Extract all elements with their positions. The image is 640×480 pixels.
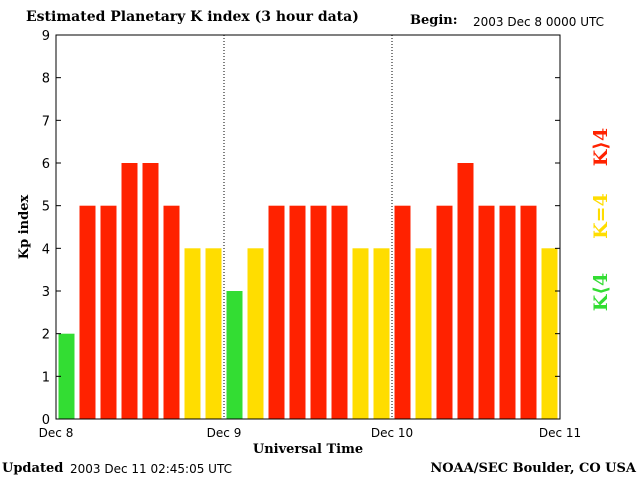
x-axis-label: Universal Time	[253, 442, 363, 457]
y-tick-label: 5	[42, 200, 50, 215]
x-axis-ticks: Dec 8 Dec 9 Dec 10 Dec 11	[39, 426, 581, 440]
kp-bar	[268, 205, 285, 419]
kp-bar	[121, 163, 138, 419]
y-axis-label: Kp index	[17, 195, 32, 260]
y-tick-label: 7	[42, 114, 50, 129]
kp-bar	[142, 163, 159, 419]
kp-bar	[205, 248, 222, 419]
kp-bar	[247, 248, 264, 419]
y-tick-label: 6	[42, 157, 50, 172]
kp-bar	[436, 205, 453, 419]
updated-label: Updated	[2, 461, 64, 476]
kp-bar	[163, 205, 180, 419]
y-tick-label: 8	[42, 72, 50, 87]
x-tick-label: Dec 8	[39, 426, 74, 440]
kp-bar	[58, 333, 75, 419]
kp-bar	[499, 205, 516, 419]
kp-bar	[541, 248, 558, 419]
kp-bar	[373, 248, 390, 419]
credit-label: NOAA/SEC Boulder, CO USA	[430, 461, 636, 476]
kp-bar	[478, 205, 495, 419]
y-tick-label: 3	[42, 285, 50, 300]
legend-low: K⟨4	[590, 273, 612, 311]
x-tick-label: Dec 10	[371, 426, 413, 440]
begin-label: Begin:	[410, 13, 458, 28]
bar-group	[58, 163, 558, 419]
kp-bar	[352, 248, 369, 419]
kp-bar	[331, 205, 348, 419]
kp-bar	[100, 205, 117, 419]
plot-frame	[55, 34, 561, 420]
y-tick-label: 1	[42, 370, 50, 385]
begin-value: 2003 Dec 8 0000 UTC	[473, 15, 604, 29]
legend-mid: K=4	[590, 193, 612, 239]
y-axis-ticks: 0 1 2 3 4 5 6 7 8 9	[42, 29, 560, 428]
kp-bar	[457, 163, 474, 419]
kp-bar	[184, 248, 201, 419]
chart-title: Estimated Planetary K index (3 hour data…	[26, 9, 359, 25]
y-tick-label: 2	[42, 328, 50, 343]
kp-bar	[289, 205, 306, 419]
y-tick-label: 4	[42, 242, 50, 257]
legend-high: K⟩4	[590, 128, 612, 166]
y-tick-label: 0	[42, 413, 50, 428]
kp-bar	[79, 205, 96, 419]
kp-bar	[310, 205, 327, 419]
x-tick-label: Dec 9	[207, 426, 242, 440]
day-dividers	[223, 35, 393, 419]
x-tick-label: Dec 11	[539, 426, 581, 440]
kp-bar	[394, 205, 411, 419]
y-tick-label: 9	[42, 29, 50, 44]
kp-bar	[520, 205, 537, 419]
kp-bar	[415, 248, 432, 419]
updated-value: 2003 Dec 11 02:45:05 UTC	[70, 462, 232, 476]
kp-bar	[226, 291, 243, 419]
